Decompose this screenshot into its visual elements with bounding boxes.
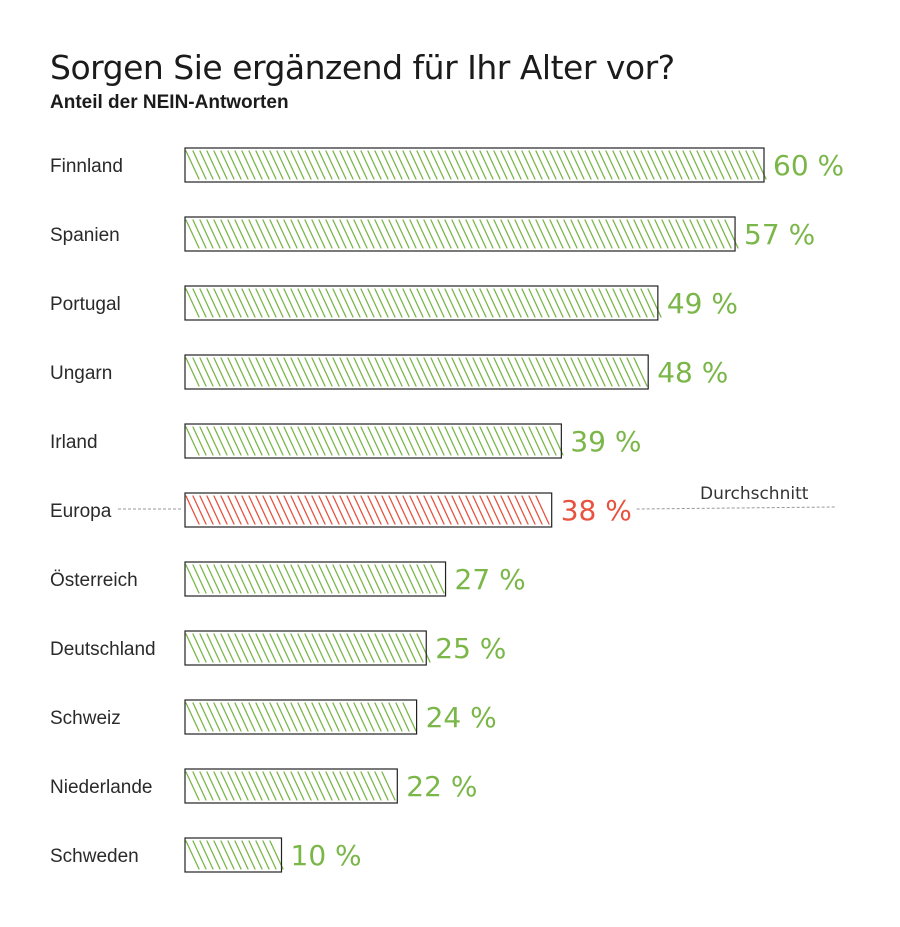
chart-subtitle: Anteil der NEIN-Antworten xyxy=(50,92,289,113)
bar-schweiz xyxy=(184,699,418,735)
bar-outline-spanien xyxy=(184,216,736,252)
bar-europa xyxy=(184,492,553,528)
bar-spanien xyxy=(184,216,739,252)
bar-outline-europa xyxy=(184,492,553,528)
value-label-ungarn: 48 % xyxy=(657,356,728,389)
bar-outline-portugal xyxy=(184,285,659,321)
value-label-irland: 39 % xyxy=(570,425,641,458)
bar-hatch-finnland xyxy=(185,150,767,180)
bar-deutschland xyxy=(184,630,431,666)
bar-schweden xyxy=(184,837,284,873)
bar-outline-schweden xyxy=(184,837,283,873)
bar-hatch-ungarn xyxy=(185,357,648,387)
bar-irland xyxy=(184,423,564,459)
value-label-schweiz: 24 % xyxy=(426,701,497,734)
value-label-spanien: 57 % xyxy=(744,218,815,251)
bar-outline-ungarn xyxy=(184,354,649,390)
bar-outline-oesterreich xyxy=(184,561,447,597)
bar-portugal xyxy=(184,285,662,321)
value-label-finnland: 60 % xyxy=(773,149,844,182)
value-label-niederlande: 22 % xyxy=(406,770,477,803)
bar-ungarn xyxy=(184,354,649,390)
bar-hatch-oesterreich xyxy=(185,564,445,594)
bar-finnland xyxy=(184,147,767,183)
bar-hatch-portugal xyxy=(185,288,662,318)
bar-hatch-irland xyxy=(185,426,564,456)
category-label-portugal: Portugal xyxy=(50,294,121,315)
value-label-europa: 38 % xyxy=(561,494,632,527)
average-line-right xyxy=(636,506,836,510)
bar-outline-deutschland xyxy=(184,630,427,666)
value-label-portugal: 49 % xyxy=(667,287,738,320)
bar-outline-irland xyxy=(184,423,562,459)
average-label: Durchschnitt xyxy=(700,484,809,504)
bar-hatch-schweiz xyxy=(185,702,417,732)
value-label-schweden: 10 % xyxy=(291,839,362,872)
bar-hatch-europa xyxy=(185,495,550,525)
category-label-irland: Irland xyxy=(50,432,98,453)
bar-outline-niederlande xyxy=(184,768,398,804)
bar-outline-schweiz xyxy=(184,699,418,735)
bar-hatch-schweden xyxy=(185,840,284,870)
category-label-finnland: Finnland xyxy=(50,156,123,177)
bar-hatch-deutschland xyxy=(185,633,431,663)
bar-niederlande xyxy=(184,768,398,804)
category-label-ungarn: Ungarn xyxy=(50,363,112,384)
bar-hatch-spanien xyxy=(185,219,739,249)
bar-oesterreich xyxy=(184,561,447,597)
category-label-deutschland: Deutschland xyxy=(50,639,156,660)
category-label-oesterreich: Österreich xyxy=(50,570,138,591)
value-label-oesterreich: 27 % xyxy=(455,563,526,596)
category-label-schweiz: Schweiz xyxy=(50,708,121,729)
category-label-niederlande: Niederlande xyxy=(50,777,152,798)
bar-hatch-niederlande xyxy=(185,771,396,801)
chart-title: Sorgen Sie ergänzend für Ihr Alter vor? xyxy=(50,48,675,87)
category-label-spanien: Spanien xyxy=(50,225,120,246)
category-label-schweden: Schweden xyxy=(50,846,139,867)
bar-outline-finnland xyxy=(184,147,765,183)
value-label-deutschland: 25 % xyxy=(435,632,506,665)
category-label-europa: Europa xyxy=(50,501,112,522)
